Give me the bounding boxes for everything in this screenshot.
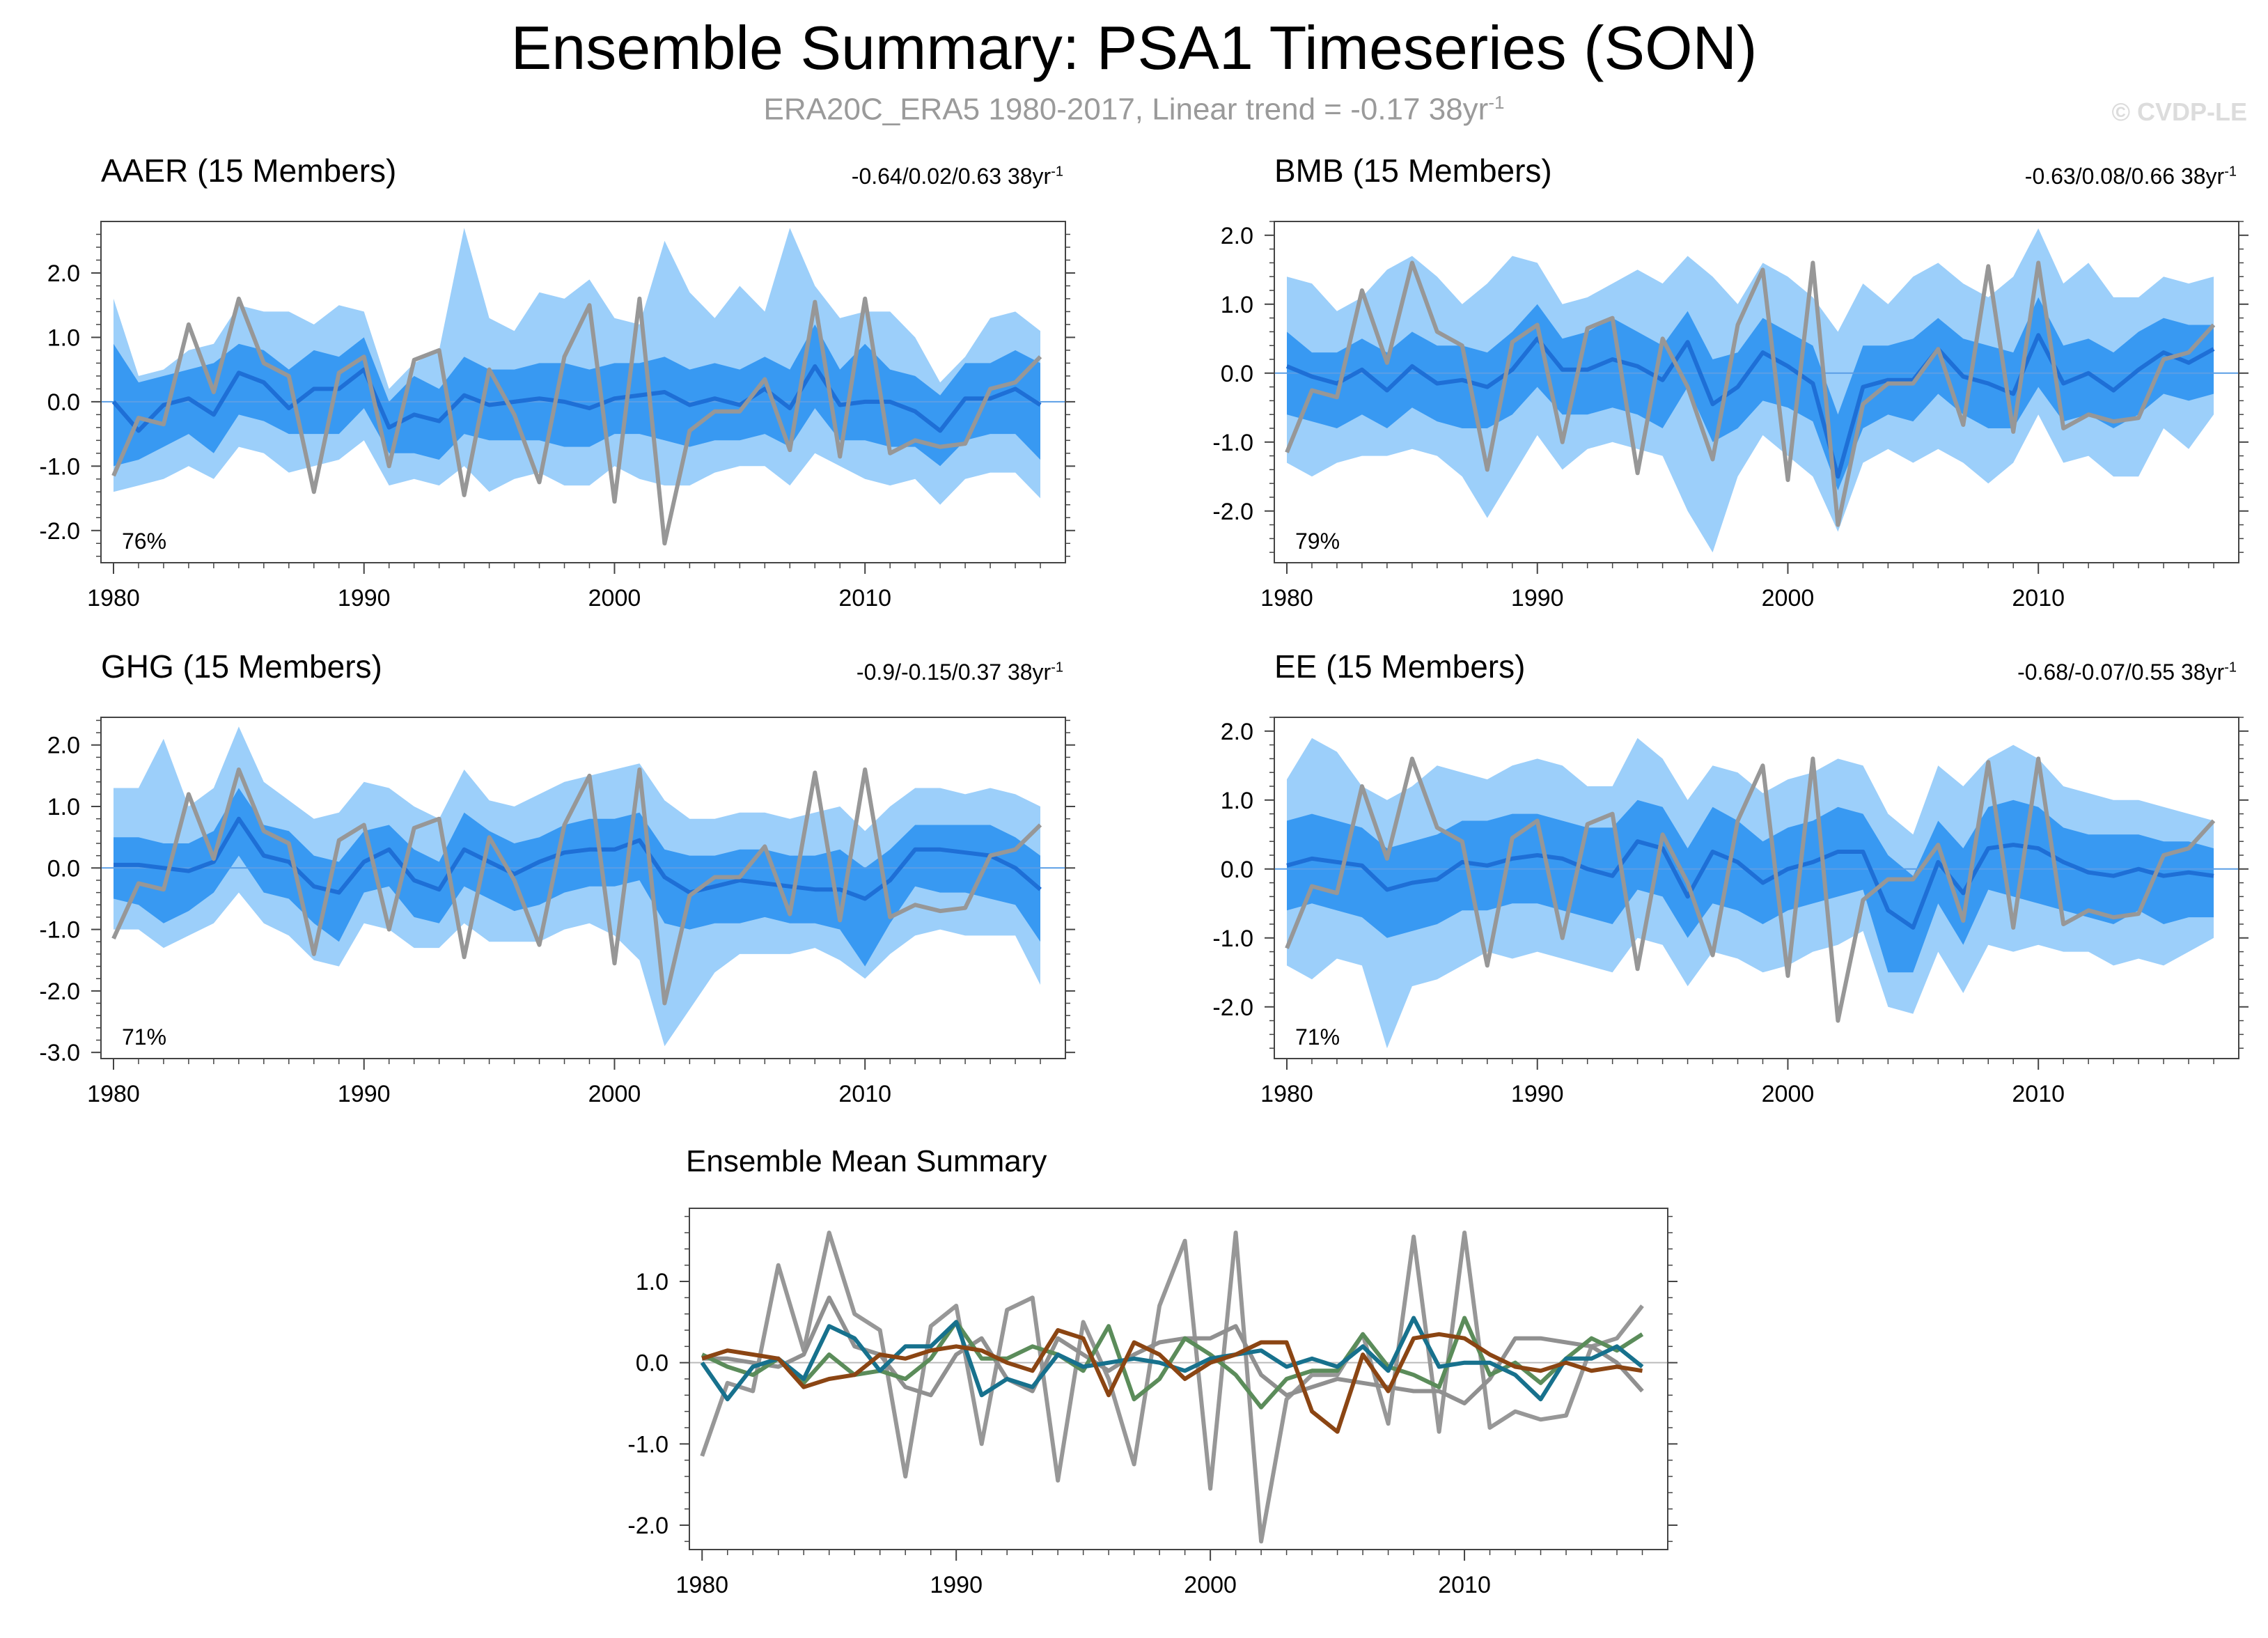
series-ee [701, 1328, 1643, 1434]
y-tick-label: 2.0 [1221, 223, 1253, 249]
subtitle-text: ERA20C_ERA5 1980-2017, Linear trend = -0… [763, 92, 1489, 127]
x-tick-label: 1980 [675, 1572, 728, 1598]
y-tick-label: 1.0 [1221, 788, 1253, 814]
y-tick-label: 1.0 [47, 794, 80, 820]
panel-stats-aaer: -0.64/0.02/0.63 38yr-1 [852, 164, 1063, 189]
x-tick-label: 1990 [930, 1572, 983, 1598]
x-tick-label: 1980 [87, 1081, 140, 1107]
band-inner [114, 324, 1040, 467]
x-tick-label: 2010 [838, 585, 891, 611]
series-ensemble-mean [1286, 839, 2214, 930]
percent-label: 76% [122, 529, 166, 554]
panel-stats-ee: -0.68/-0.07/0.55 38yr-1 [2017, 660, 2237, 685]
plot-frame [1274, 221, 2239, 563]
x-tick-label: 2010 [2012, 1081, 2065, 1107]
x-tick-label: 2000 [1184, 1572, 1237, 1598]
plot-frame [100, 717, 1066, 1059]
panel-stats-ghg: -0.9/-0.15/0.37 38yr-1 [857, 660, 1063, 685]
y-tick-label: -2.0 [39, 978, 80, 1005]
series-ensemble-mean [111, 364, 1042, 433]
plot-frame [1274, 717, 2239, 1059]
y-tick-label: -2.0 [1212, 994, 1253, 1021]
credit-watermark: © CVDP-LE [2111, 98, 2247, 126]
stats-exponent: -1 [1051, 164, 1063, 180]
y-tick-label: 1.0 [1221, 292, 1253, 318]
series-observations [111, 296, 1042, 546]
x-tick-label: 1990 [338, 1081, 391, 1107]
x-tick-label: 2010 [838, 1081, 891, 1107]
plot-frame [100, 221, 1066, 563]
series-observations [700, 1231, 1644, 1544]
y-tick-label: -2.0 [627, 1513, 668, 1539]
series-bmb [701, 1316, 1644, 1410]
y-tick-label: 0.0 [47, 389, 80, 416]
series-observations [111, 767, 1042, 1006]
x-tick-label: 1990 [1511, 585, 1564, 611]
band-inner [1287, 800, 2214, 973]
series-observations [1285, 260, 2216, 527]
stats-text: -0.68/-0.07/0.55 38yr [2017, 660, 2225, 685]
series-ensemble-mean [1285, 333, 2215, 479]
page-title: Ensemble Summary: PSA1 Timeseries (SON) [510, 13, 1758, 82]
stats-text: -0.9/-0.15/0.37 38yr [856, 660, 1051, 685]
panel-title-bmb: BMB (15 Members) [1274, 153, 1552, 189]
x-tick-label: 2000 [588, 1081, 641, 1107]
page-subtitle: ERA20C_ERA5 1980-2017, Linear trend = -0… [0, 92, 2268, 127]
x-tick-label: 1990 [338, 585, 391, 611]
y-tick-label: 2.0 [47, 260, 80, 287]
x-tick-label: 2010 [1438, 1572, 1491, 1598]
stats-text: -0.64/0.02/0.63 38yr [851, 164, 1051, 189]
y-tick-label: 0.0 [1221, 857, 1253, 883]
x-tick-label: 2000 [588, 585, 641, 611]
panel-stats-bmb: -0.63/0.08/0.66 38yr-1 [2025, 164, 2237, 189]
y-tick-label: 1.0 [636, 1269, 668, 1295]
percent-label: 71% [1295, 1024, 1340, 1050]
y-tick-label: 2.0 [1221, 719, 1253, 745]
x-tick-label: 2000 [1762, 1081, 1815, 1107]
chart-panel-ghg: 71% -3.0 -2.0 -1.0 0.0 1.0 2.0 1980 1990 2000 2010 [39, 717, 1075, 1107]
subtitle-exponent: -1 [1488, 92, 1505, 113]
x-tick-label: 1990 [1511, 1081, 1564, 1107]
y-tick-label: 0.0 [1221, 361, 1253, 387]
y-tick-label: 2.0 [47, 733, 80, 759]
x-tick-label: 1980 [87, 585, 140, 611]
y-tick-label: 0.0 [636, 1350, 668, 1377]
panel-title-ensemble-mean: Ensemble Mean Summary [686, 1144, 1047, 1178]
x-tick-label: 2010 [2012, 585, 2065, 611]
y-tick-label: -2.0 [39, 518, 80, 545]
panel-title-ee: EE (15 Members) [1274, 648, 1526, 685]
y-tick-label: -3.0 [39, 1040, 80, 1066]
band-inner [114, 788, 1040, 967]
x-tick-label: 2000 [1762, 585, 1815, 611]
stats-text: -0.63/0.08/0.66 38yr [2024, 164, 2225, 189]
chart-panel-ee: 71% -2.0 -1.0 0.0 1.0 2.0 1980 1990 2000 2010 [1212, 717, 2249, 1107]
series-ghg [702, 1295, 1644, 1405]
y-tick-label: -1.0 [39, 917, 80, 944]
percent-label: 71% [122, 1024, 166, 1050]
percent-label: 79% [1295, 529, 1340, 554]
x-tick-label: 1980 [1260, 585, 1313, 611]
chart-panel-aaer: 76% -2.0 -1.0 0.0 1.0 2.0 1980 1990 2000 2010 [39, 221, 1075, 611]
y-tick-label: -1.0 [39, 453, 80, 480]
stats-exponent: -1 [2224, 660, 2237, 676]
chart-panel-bmb: 79% -2.0 -1.0 0.0 1.0 2.0 1980 1990 2000 2010 [1212, 221, 2249, 611]
x-tick-label: 1980 [1260, 1081, 1313, 1107]
y-tick-label: -1.0 [627, 1431, 668, 1458]
chart-panel-ensemble-mean-summary: -2.0 -1.0 0.0 1.0 1980 1990 2000 2010 [627, 1208, 1677, 1598]
stats-exponent: -1 [1051, 660, 1063, 676]
y-tick-label: 1.0 [47, 325, 80, 351]
y-tick-label: 0.0 [47, 855, 80, 882]
panel-title-ghg: GHG (15 Members) [101, 648, 382, 685]
stats-exponent: -1 [2224, 164, 2237, 180]
panel-title-aaer: AAER (15 Members) [101, 153, 397, 189]
band-inner [1287, 297, 2214, 491]
y-tick-label: -1.0 [1212, 430, 1253, 456]
series-observations [1285, 756, 2216, 1023]
y-tick-label: -1.0 [1212, 926, 1253, 952]
y-tick-label: -2.0 [1212, 499, 1253, 525]
